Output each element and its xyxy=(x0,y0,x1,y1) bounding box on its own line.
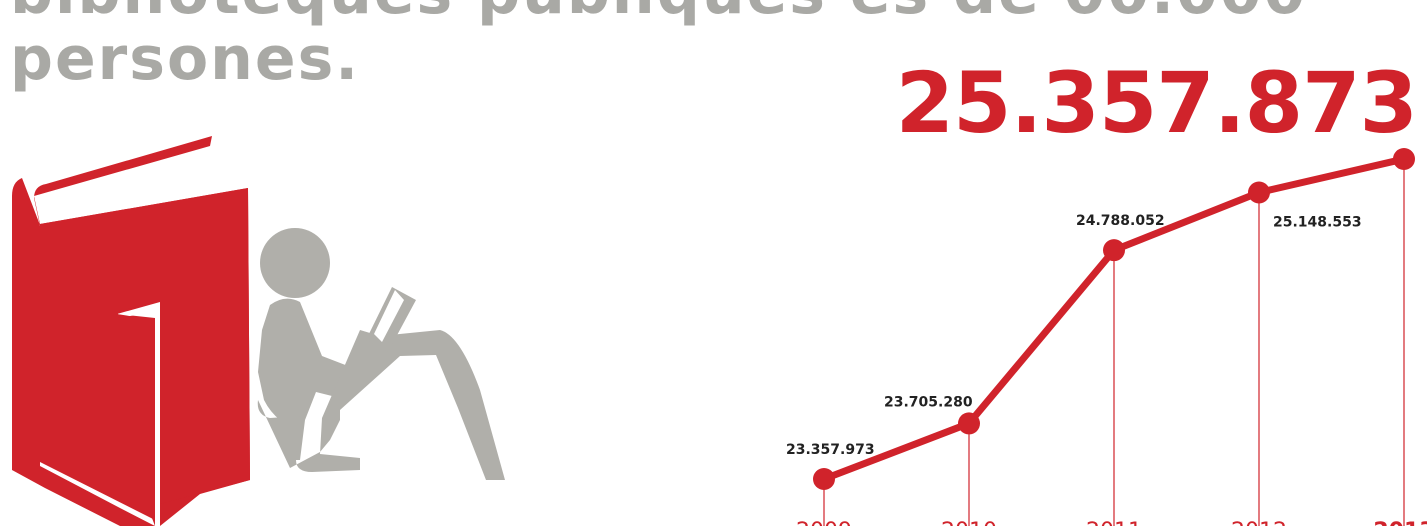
reading-person-icon xyxy=(257,228,505,480)
data-point-2010 xyxy=(958,412,980,435)
data-label-2011: 24.788.052 xyxy=(1076,213,1165,229)
data-point-2012 xyxy=(1248,181,1270,204)
line-chart: 23.357.973 23.705.280 24.788.052 25.148.553… xyxy=(786,148,1427,526)
data-point-2013 xyxy=(1393,148,1415,170)
x-tick-label-2009: 2009 xyxy=(796,519,852,526)
data-point-2009 xyxy=(813,468,835,490)
x-tick-label-2012: 2012 xyxy=(1231,519,1287,526)
book-icon xyxy=(12,136,250,526)
data-label-2012: 25.148.553 xyxy=(1273,214,1362,230)
headline-line-2: persones. xyxy=(10,24,361,94)
data-point-2011 xyxy=(1103,239,1125,262)
x-tick-label-2011: 2011 xyxy=(1086,519,1142,526)
data-label-2010: 23.705.280 xyxy=(884,394,973,410)
headline-line-1: biblioteques públiques és de 00.000 xyxy=(10,0,1410,26)
x-tick-label-2010: 2010 xyxy=(941,519,997,526)
highlight-total-visitors: 25.357.873 xyxy=(895,54,1418,152)
x-tick-label-2013: 2013 xyxy=(1373,519,1427,526)
headline: biblioteques públiques és de 00.000 pers… xyxy=(10,0,1410,92)
data-label-2009: 23.357.973 xyxy=(786,442,875,458)
